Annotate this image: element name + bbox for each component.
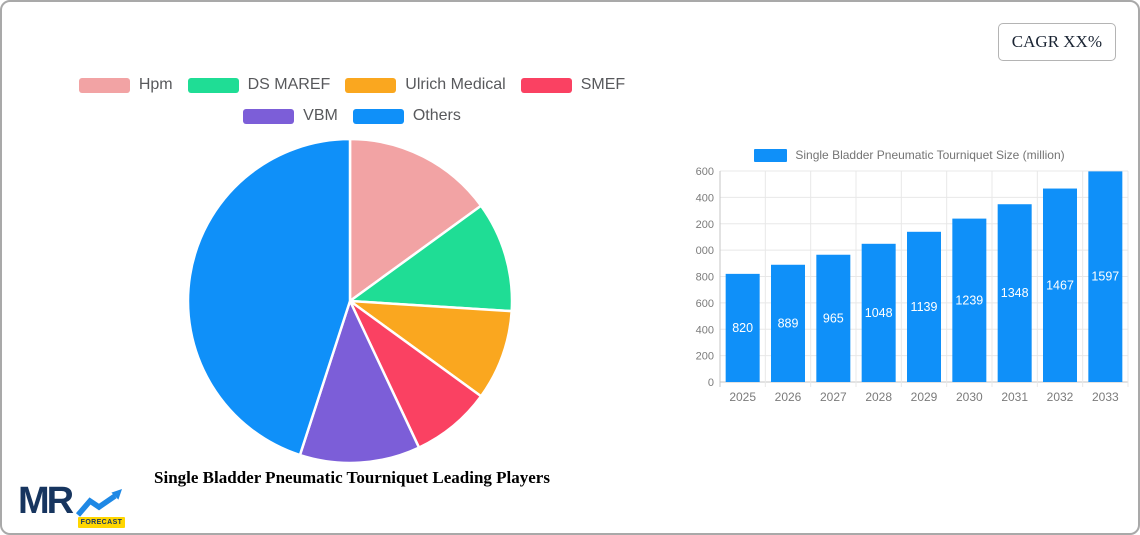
- bar-value-label-2033: 1597: [1091, 270, 1119, 284]
- legend-swatch-others: [352, 108, 404, 124]
- bar-value-label-2032: 1467: [1046, 278, 1074, 292]
- legend-item-smef[interactable]: SMEF: [520, 76, 626, 94]
- y-tick-label: 1400: [695, 192, 714, 204]
- bar-2025[interactable]: [725, 273, 760, 382]
- bar-legend[interactable]: Single Bladder Pneumatic Tourniquet Size…: [695, 147, 1138, 163]
- x-tick-label-2029: 2029: [911, 390, 938, 404]
- x-tick-label-2033: 2033: [1092, 390, 1119, 404]
- bar-value-label-2030: 1239: [955, 293, 983, 307]
- pie-chart-title: Single Bladder Pneumatic Tourniquet Lead…: [154, 468, 550, 487]
- bar-2026[interactable]: [771, 264, 805, 382]
- bar-value-label-2026: 889: [778, 316, 799, 330]
- bar-2028[interactable]: [861, 243, 896, 382]
- legend-item-vbm[interactable]: VBM: [243, 107, 338, 125]
- logo-forecast-badge: FORECAST: [78, 517, 125, 528]
- x-tick-label-2027: 2027: [820, 390, 847, 404]
- pie-slice-ulrich-medical[interactable]: [348, 299, 513, 398]
- y-tick-label: 1000: [695, 245, 714, 257]
- legend-label-ulrich-medical: Ulrich Medical: [405, 76, 506, 93]
- x-tick-label-2028: 2028: [865, 390, 892, 404]
- y-tick-label: 800: [696, 272, 714, 284]
- bar-value-label-2027: 965: [823, 311, 844, 325]
- y-tick-label: 1200: [695, 219, 714, 231]
- logo-text: MR: [18, 480, 74, 522]
- y-tick-label: 600: [696, 298, 714, 310]
- x-tick-label-2031: 2031: [1001, 390, 1028, 404]
- bar-chart[interactable]: 0 200 400 600 800 1000 1200 1400 1600 820 2025 889 2…: [690, 165, 1140, 405]
- legend-item-hpm[interactable]: Hpm: [78, 76, 173, 94]
- pie-legend: Hpm DS MAREF Ulrich Medical SMEF VBM Others: [42, 76, 662, 125]
- bar-value-label-2028: 1048: [865, 306, 893, 320]
- legend-label-hpm: Hpm: [138, 76, 173, 93]
- pie-legend-row: VBM Others: [243, 107, 461, 125]
- bar-2032[interactable]: [1043, 188, 1077, 382]
- x-tick-label-2026: 2026: [775, 390, 802, 404]
- bar-2029[interactable]: [907, 231, 941, 382]
- bar-2030[interactable]: [952, 218, 987, 382]
- legend-item-ulrich-medical[interactable]: Ulrich Medical: [345, 76, 506, 94]
- legend-swatch-ds-maref: [187, 77, 239, 93]
- legend-swatch-smef: [520, 77, 572, 93]
- pie-slice-vbm[interactable]: [298, 299, 421, 465]
- pie-slice-hpm[interactable]: [348, 137, 483, 303]
- bar-2031[interactable]: [997, 204, 1032, 382]
- bar-2033[interactable]: [1088, 171, 1123, 382]
- pie-slice-ds-maref[interactable]: [348, 204, 514, 313]
- bar-value-label-2025: 820: [732, 321, 753, 335]
- legend-item-others[interactable]: Others: [352, 107, 461, 125]
- bar-chart-container: Single Bladder Pneumatic Tourniquet Size…: [690, 147, 1140, 410]
- legend-swatch-hpm: [78, 77, 130, 93]
- pie-slice-others[interactable]: [186, 137, 352, 457]
- bar-value-label-2029: 1139: [911, 300, 938, 314]
- y-tick-label: 0: [708, 377, 714, 389]
- y-tick-label: 200: [696, 351, 714, 363]
- y-tick-label: 1600: [695, 166, 714, 178]
- x-tick-label-2030: 2030: [956, 390, 983, 404]
- cagr-badge[interactable]: CAGR XX%: [997, 23, 1116, 61]
- logo-arrow-icon: [76, 489, 122, 517]
- bar-legend-swatch: [754, 148, 788, 162]
- legend-swatch-ulrich-medical: [345, 77, 397, 93]
- legend-label-smef: SMEF: [580, 76, 626, 93]
- y-tick-label: 400: [696, 324, 714, 336]
- x-tick-label-2032: 2032: [1047, 390, 1074, 404]
- pie-chart[interactable]: [185, 136, 515, 466]
- bar-legend-label: Single Bladder Pneumatic Tourniquet Size…: [795, 148, 1065, 162]
- legend-swatch-vbm: [243, 108, 295, 124]
- mrforecast-logo[interactable]: MR FORECAST: [18, 480, 130, 532]
- legend-label-vbm: VBM: [303, 107, 338, 124]
- pie-legend-row: Hpm DS MAREF Ulrich Medical SMEF: [78, 76, 626, 94]
- legend-label-ds-maref: DS MAREF: [247, 76, 331, 93]
- legend-item-ds-maref[interactable]: DS MAREF: [187, 76, 331, 94]
- bar-value-label-2031: 1348: [1001, 286, 1029, 300]
- bar-2027[interactable]: [816, 254, 851, 382]
- x-tick-label-2025: 2025: [729, 390, 756, 404]
- legend-label-others: Others: [412, 107, 461, 124]
